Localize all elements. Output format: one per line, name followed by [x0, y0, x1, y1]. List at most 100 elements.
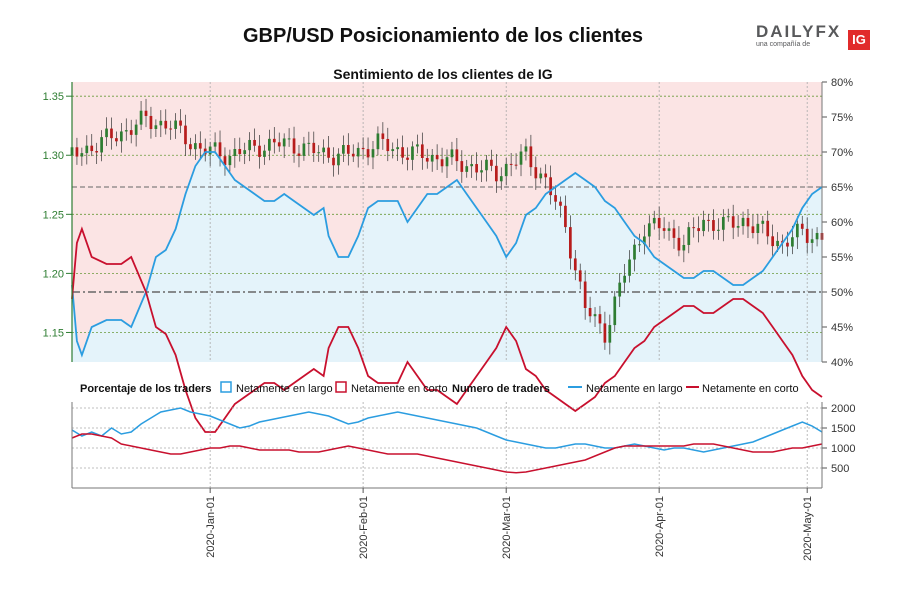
candle-body [692, 227, 696, 229]
legend-pct-long-swatch [220, 381, 232, 393]
candle-body [346, 145, 350, 154]
candle-body [682, 244, 686, 251]
candle-body [657, 217, 661, 229]
candle-body [475, 164, 478, 173]
lower-panel: 500 1000 1500 2000 [71, 402, 855, 489]
candle-body [115, 138, 118, 142]
candle-body [514, 164, 518, 166]
candle-body [455, 149, 459, 162]
upper-panel: 1.15 1.20 1.25 1.30 1.35 40% 45% 50% 55% 60% 65% 70… [43, 77, 853, 433]
candle-body [129, 130, 133, 135]
candle-body [628, 259, 631, 276]
x-tick-label: 2020-Apr-01 [654, 496, 666, 557]
legend-row: Porcentaje de los traders Netamente en l… [80, 381, 799, 395]
count-tick-label: 1500 [831, 423, 855, 435]
pct-tick-label: 55% [831, 252, 853, 264]
legend-pct-short-swatch [335, 381, 347, 393]
candle-body [524, 146, 528, 152]
candle-body [805, 228, 809, 243]
candle-body [751, 226, 755, 234]
candle-body [568, 227, 572, 259]
candle-body [756, 223, 760, 234]
candle-body [578, 270, 582, 282]
candle-body [213, 142, 217, 147]
candle-body [766, 220, 770, 237]
candle-body [771, 236, 775, 247]
pct-tick-label: 80% [831, 77, 853, 89]
price-tick-label: 1.20 [43, 268, 64, 280]
candle-body [218, 142, 222, 157]
candle-body [263, 150, 266, 157]
pct-tick-label: 45% [831, 322, 853, 334]
candle-body [662, 228, 666, 231]
candle-body [356, 147, 360, 157]
candle-body [371, 149, 375, 158]
candle-body [667, 228, 671, 231]
candle-body [184, 125, 187, 145]
candle-body [134, 124, 138, 135]
candle-body [460, 161, 464, 172]
candle-body [411, 146, 414, 160]
legend-num-short: Netamente en corto [702, 383, 799, 395]
candle-body [193, 143, 197, 150]
candle-body [672, 228, 676, 238]
candle-body [154, 125, 158, 129]
candle-body [435, 154, 439, 160]
candle-body [519, 151, 523, 165]
candle-body [702, 219, 705, 232]
candle-body [717, 229, 720, 231]
candle-body [613, 296, 617, 326]
candle-body [233, 149, 237, 156]
candle-body [697, 228, 701, 232]
candle-body [396, 147, 400, 150]
candle-body [494, 165, 498, 182]
x-tick-label: 2020-Feb-01 [358, 496, 370, 559]
pct-tick-label: 70% [831, 147, 853, 159]
logo-text: DAILYFX [756, 22, 842, 41]
x-tick-label: 2020-Jan-01 [205, 496, 217, 558]
candle-body [189, 144, 192, 150]
candle-body [795, 223, 799, 238]
candle-body [736, 226, 740, 228]
candle-body [342, 145, 345, 154]
pct-tick-label: 65% [831, 182, 853, 194]
candle-body [721, 216, 725, 230]
candle-body [593, 314, 597, 317]
candle-body [499, 176, 503, 182]
candle-body [95, 151, 99, 153]
candle-body [406, 157, 409, 160]
candle-body [174, 120, 177, 129]
candle-body [307, 142, 311, 144]
candle-body [243, 150, 247, 155]
pct-short-line [71, 226, 823, 433]
price-tick-label: 1.15 [43, 327, 64, 339]
candle-body [776, 240, 779, 247]
candle-body [351, 153, 355, 157]
candle-body [480, 170, 483, 173]
candle-body [603, 323, 607, 343]
count-tick-label: 1000 [831, 443, 855, 455]
candle-body [544, 173, 548, 178]
candle-body [100, 137, 103, 153]
candle-body [465, 166, 469, 172]
candle-body [598, 314, 602, 324]
candle-body [159, 120, 163, 126]
candle-body [337, 153, 340, 166]
candle-body [386, 138, 390, 152]
candle-body [539, 173, 543, 179]
candle-body [583, 281, 587, 308]
candle-body [80, 153, 84, 157]
candle-body [554, 195, 557, 202]
candle-body [302, 143, 306, 156]
candle-body [440, 159, 444, 167]
candle-body [425, 157, 429, 162]
candle-body [652, 217, 656, 224]
long-fill-area [72, 152, 822, 362]
candle-body [623, 275, 626, 283]
candle-body [297, 153, 301, 156]
candle-body [75, 147, 79, 157]
candle-body [815, 232, 819, 240]
candle-body [277, 142, 281, 147]
candle-body [366, 149, 370, 158]
candle-body [470, 164, 474, 167]
